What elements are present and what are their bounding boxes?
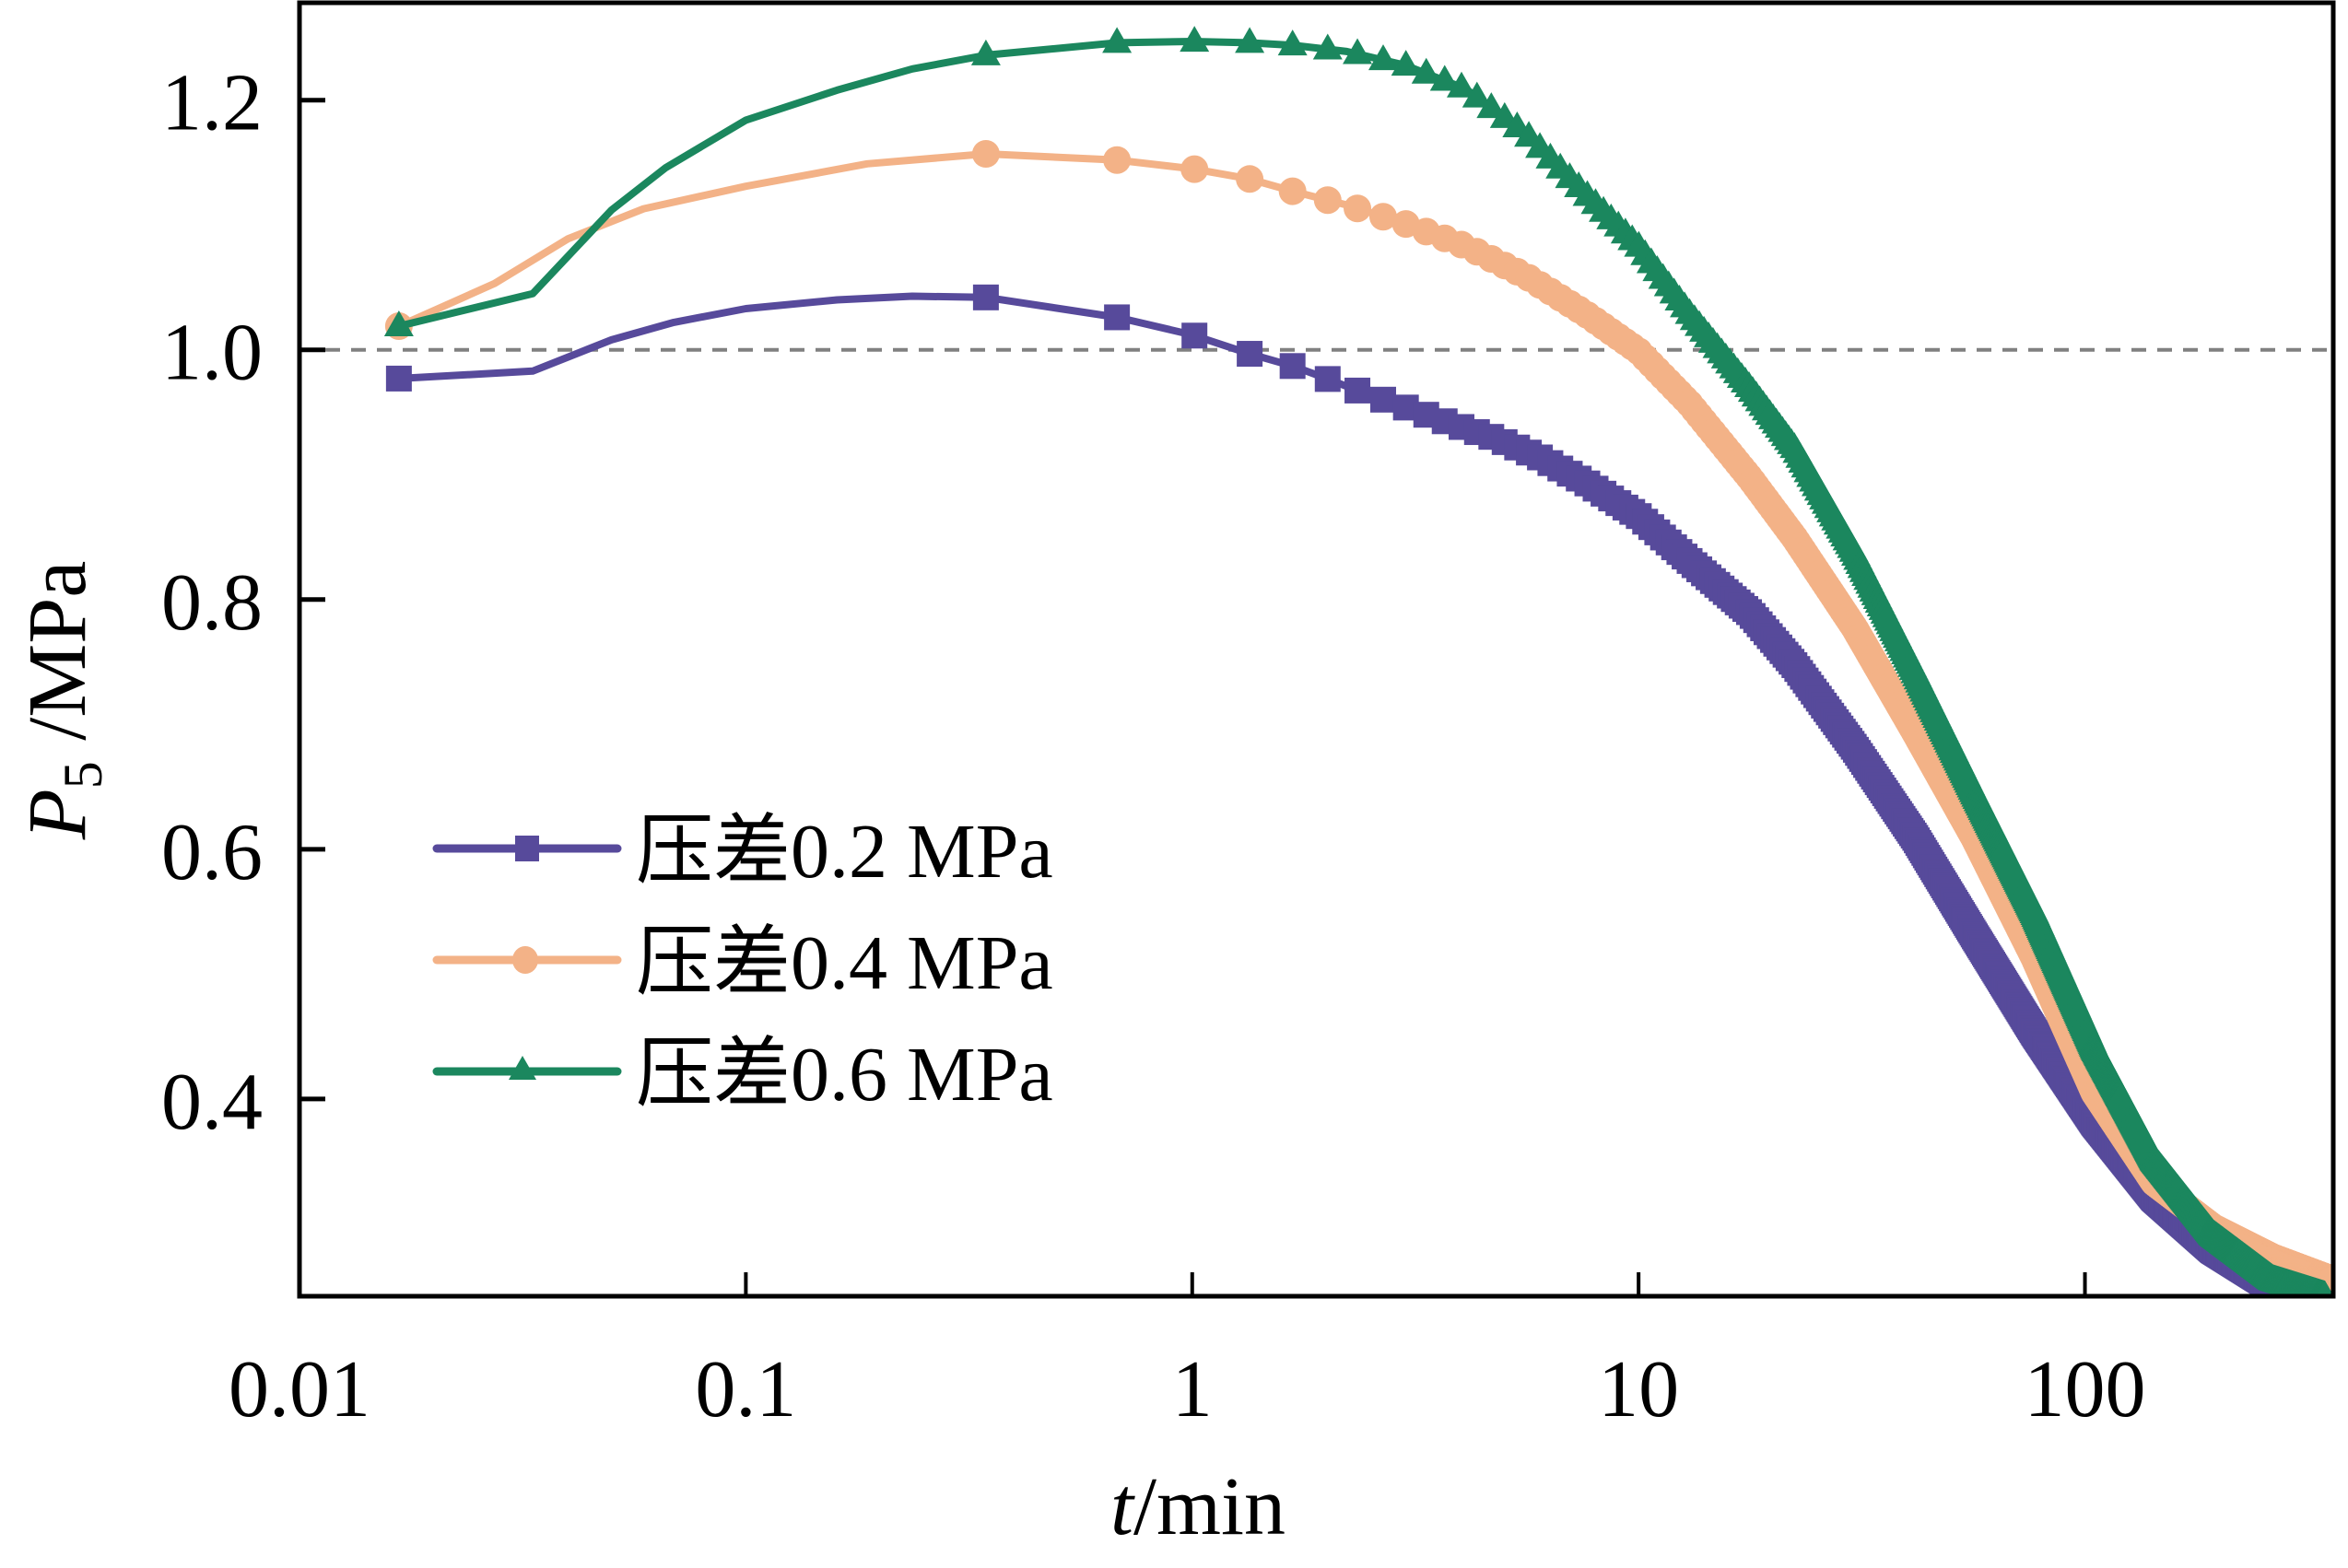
series-1-marker <box>1180 155 1209 183</box>
plot-frame <box>297 0 2336 1299</box>
x-tick-label: 1 <box>1172 1345 1213 1434</box>
legend: 压差0.2 MPa 压差0.4 MPa 压差0.6 MPa <box>432 809 1053 1117</box>
series-1 <box>384 139 2333 1294</box>
x-tick-label: 0.1 <box>695 1345 796 1434</box>
series-1-marker <box>1103 146 1132 174</box>
series-2-marker <box>1411 57 1441 84</box>
series-2-marker <box>1391 50 1421 76</box>
y-tick-label: 0.6 <box>161 808 263 897</box>
series-0-marker <box>1370 386 1397 413</box>
series-line-0 <box>398 292 2326 1296</box>
series-1-marker <box>1278 177 1307 205</box>
series-1-marker <box>1236 165 1264 193</box>
series-0-marker <box>1314 366 1341 392</box>
series-0-marker <box>1279 353 1306 380</box>
series-2-marker <box>1312 33 1343 60</box>
y-axis-title-sub: 5 <box>53 761 113 789</box>
x-axis-title: t/min <box>1110 1461 1286 1552</box>
legend-label-0: 压差0.2 MPa <box>636 809 1053 895</box>
series-2-marker <box>1343 38 1373 64</box>
y-axis-title-unit: /MPa <box>12 561 103 762</box>
series-0-marker <box>1181 322 1208 349</box>
legend-marker-triangle <box>509 1056 536 1080</box>
y-tick-label: 1.0 <box>161 309 263 398</box>
legend-marker-square <box>515 836 539 861</box>
series-2-marker <box>2316 1280 2333 1296</box>
series-1-marker <box>1313 186 1342 215</box>
series-2-marker <box>1277 29 1308 56</box>
x-tick-label: 0.01 <box>229 1345 370 1434</box>
series-0-marker <box>385 365 412 392</box>
x-axis-title-var: t <box>1110 1461 1135 1552</box>
series-0 <box>385 284 2333 1296</box>
series-0-marker <box>1104 304 1131 331</box>
series-2-marker <box>1446 71 1476 98</box>
series-layer <box>383 26 2333 1296</box>
series-2-marker <box>1429 64 1460 91</box>
series-2 <box>383 26 2333 1296</box>
x-tick-label: 100 <box>2025 1345 2146 1434</box>
x-tick-label: 10 <box>1598 1345 1679 1434</box>
x-axis-title-unit: /min <box>1133 1461 1286 1552</box>
series-1-marker <box>1369 203 1398 231</box>
series-2-marker <box>1235 27 1265 53</box>
y-tick-label: 0.8 <box>161 558 263 648</box>
series-2-marker <box>1180 26 1210 53</box>
series-0-marker <box>1344 377 1371 404</box>
ticks-layer: 0.01 0.1 1 10 100 0.4 0.6 0.8 1.0 1.2 <box>161 59 2146 1434</box>
series-2-marker <box>970 39 1001 65</box>
y-axis-title: P5 /MPa <box>12 561 113 841</box>
series-1-marker <box>971 139 1000 168</box>
series-2-marker <box>1102 27 1133 53</box>
series-2-marker <box>1476 92 1507 119</box>
legend-label-2: 压差0.6 MPa <box>636 1032 1053 1117</box>
series-0-marker <box>1237 341 1263 368</box>
y-tick-label: 0.4 <box>161 1058 263 1147</box>
series-0-marker <box>972 284 999 310</box>
legend-item-2: 压差0.6 MPa <box>432 1032 1053 1117</box>
series-2-marker <box>383 310 414 336</box>
series-2-marker <box>1368 44 1399 71</box>
axes-layer <box>297 0 2336 1299</box>
series-1-marker <box>1344 194 1372 223</box>
y-tick-label: 1.2 <box>161 59 263 148</box>
y-axis-title-var: P <box>12 789 103 840</box>
legend-item-1: 压差0.4 MPa <box>432 920 1053 1006</box>
legend-marker-circle <box>512 946 538 974</box>
legend-item-0: 压差0.2 MPa <box>432 809 1053 895</box>
series-2-marker <box>1462 81 1492 108</box>
legend-label-1: 压差0.4 MPa <box>636 920 1053 1006</box>
